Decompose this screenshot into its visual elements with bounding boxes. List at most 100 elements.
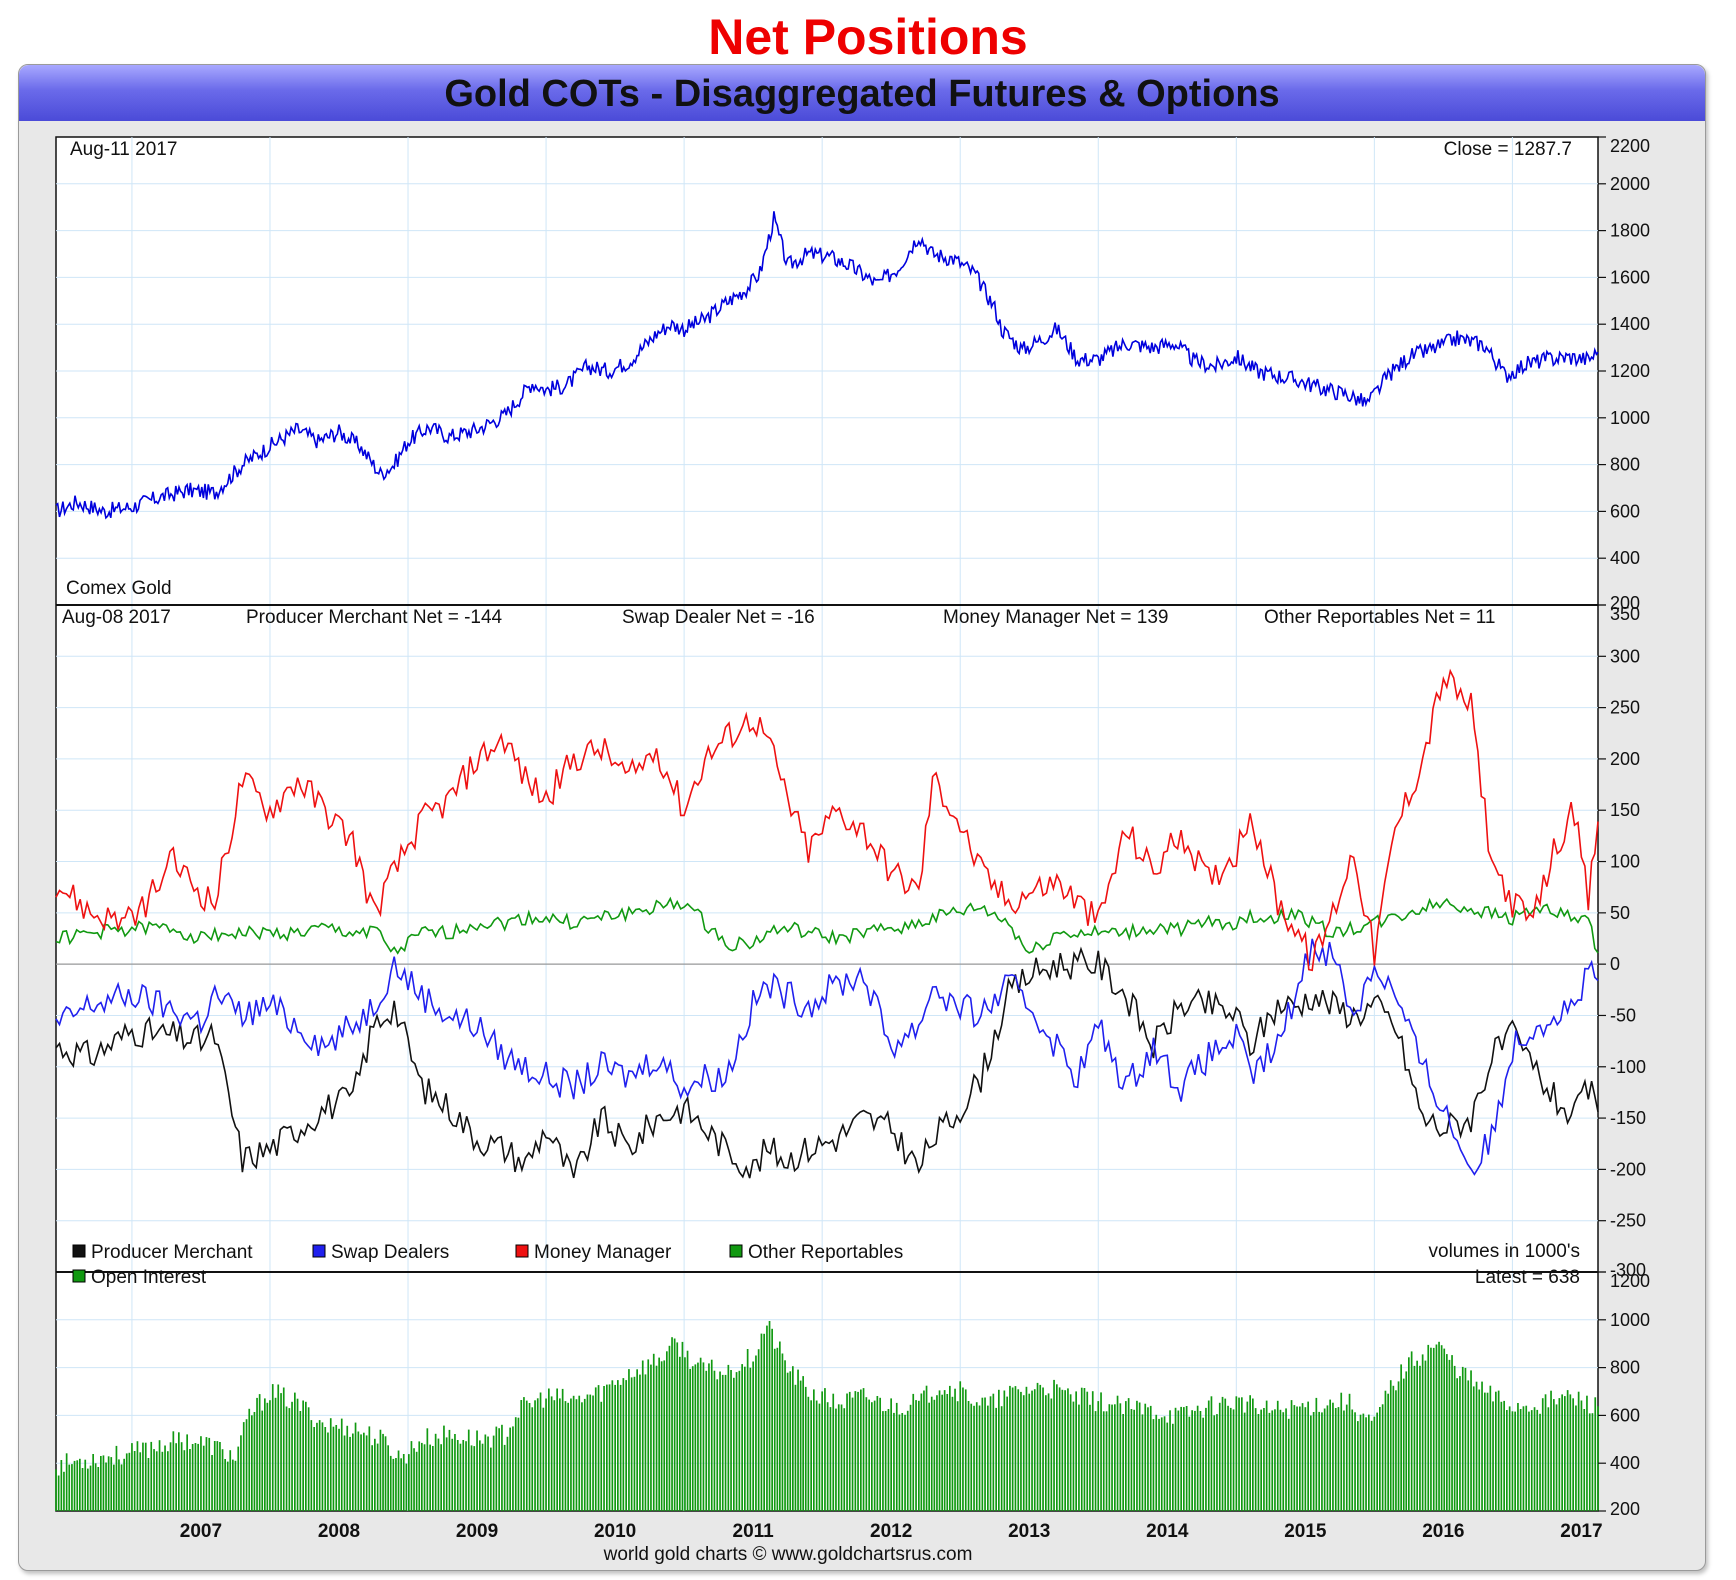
- open-interest-bar: [1583, 1409, 1586, 1511]
- open-interest-bar: [702, 1362, 705, 1511]
- legend-swatch-other-reportables: [729, 1244, 743, 1258]
- legend-swatch-producer-merchant: [72, 1244, 86, 1258]
- open-interest-bar: [1561, 1394, 1563, 1511]
- open-interest-bar: [1550, 1390, 1552, 1511]
- open-interest-bar: [589, 1394, 592, 1511]
- open-interest-bar: [1268, 1412, 1271, 1511]
- open-interest-bar: [1514, 1411, 1516, 1511]
- open-interest-bar: [1136, 1400, 1138, 1511]
- open-interest-bar: [1456, 1378, 1458, 1511]
- open-interest-bar: [1158, 1418, 1160, 1511]
- y-tick-label-price-600: 600: [1610, 501, 1640, 521]
- legend-label-money-manager: Money Manager: [534, 1242, 672, 1263]
- open-interest-bar: [1472, 1386, 1475, 1511]
- open-interest-bar: [158, 1440, 161, 1511]
- open-interest-bar: [597, 1385, 600, 1511]
- open-interest-bar: [539, 1392, 542, 1511]
- open-interest-bar: [1031, 1390, 1033, 1511]
- open-interest-bar: [1205, 1407, 1207, 1511]
- open-interest-bar: [708, 1363, 710, 1511]
- open-interest-bar: [936, 1395, 938, 1511]
- open-interest-bar: [484, 1434, 487, 1511]
- open-interest-bar: [144, 1442, 147, 1511]
- open-interest-bar: [668, 1345, 671, 1511]
- y-tick-label-oi-1200: 1200: [1610, 1271, 1650, 1291]
- open-interest-bar: [550, 1396, 553, 1511]
- open-interest-bar: [1243, 1412, 1246, 1511]
- open-interest-bar: [470, 1445, 473, 1511]
- open-interest-bar: [329, 1418, 332, 1511]
- open-interest-bar: [1539, 1413, 1541, 1511]
- open-interest-bar: [941, 1394, 943, 1511]
- y-tick-label-net-300: 300: [1610, 646, 1640, 666]
- open-interest-bar: [368, 1426, 371, 1511]
- open-interest-bar: [681, 1341, 684, 1511]
- open-interest-bar: [1020, 1391, 1022, 1511]
- open-interest-bar: [81, 1468, 84, 1511]
- open-interest-bar: [248, 1408, 251, 1511]
- open-interest-bar: [1402, 1378, 1405, 1511]
- open-interest-bar: [1555, 1404, 1558, 1511]
- open-interest-bar: [904, 1414, 906, 1511]
- open-interest-bar: [684, 1357, 686, 1511]
- open-interest-bar: [335, 1425, 338, 1511]
- open-interest-bar: [1229, 1407, 1232, 1511]
- open-interest-bar: [432, 1446, 434, 1511]
- open-interest-bar: [1329, 1399, 1331, 1511]
- open-interest-bar: [1575, 1405, 1577, 1511]
- open-interest-bar: [1446, 1354, 1448, 1511]
- open-interest-bar: [1056, 1384, 1058, 1511]
- open-interest-bar: [1160, 1417, 1163, 1511]
- legend-label-open-interest: Open Interest: [91, 1267, 207, 1288]
- open-interest-bar: [423, 1444, 426, 1511]
- open-interest-bar: [481, 1443, 484, 1511]
- y-tick-label-net-350: 350: [1610, 604, 1640, 624]
- open-interest-bar: [418, 1441, 421, 1511]
- y-tick-label-price-1200: 1200: [1610, 361, 1650, 381]
- open-interest-bar: [901, 1413, 904, 1511]
- open-interest-bar: [1467, 1380, 1470, 1511]
- open-interest-bar: [594, 1387, 597, 1511]
- open-interest-bar: [1191, 1410, 1193, 1511]
- open-interest-bar: [1254, 1408, 1257, 1511]
- open-interest-bar: [113, 1464, 115, 1511]
- x-axis: 2007 2008 2009 2010 2011 2012 2013 2014 2015 2016…: [180, 1521, 1603, 1542]
- chart-title-banner: Gold COTs - Disaggregated Futures & Opti…: [19, 65, 1705, 121]
- open-interest-bar: [967, 1401, 970, 1511]
- open-interest-bar: [397, 1450, 400, 1511]
- open-interest-bar: [445, 1437, 448, 1511]
- open-interest-bar: [189, 1449, 191, 1511]
- open-interest-bar: [954, 1388, 956, 1511]
- volume-note: volumes in 1000's: [1429, 1241, 1581, 1262]
- open-interest-bar: [216, 1441, 219, 1511]
- open-interest-bar: [213, 1441, 216, 1511]
- open-interest-bar: [1276, 1400, 1279, 1511]
- open-interest-bar: [451, 1438, 454, 1511]
- open-interest-bar: [84, 1459, 87, 1511]
- open-interest-bar: [622, 1378, 625, 1511]
- open-interest-bar: [242, 1422, 245, 1511]
- legend-label-swap-dealers: Swap Dealers: [331, 1242, 449, 1263]
- open-interest-bar: [1389, 1380, 1392, 1511]
- open-interest-bar: [671, 1337, 673, 1511]
- x-tick-label-2007: 2007: [180, 1521, 222, 1542]
- open-interest-bar: [676, 1342, 679, 1511]
- open-interest-bar: [1351, 1409, 1354, 1511]
- open-interest-bar: [1000, 1406, 1003, 1511]
- open-interest-bar: [1478, 1389, 1481, 1511]
- open-interest-bar: [735, 1372, 738, 1511]
- open-interest-bar: [1517, 1403, 1519, 1511]
- open-interest-bar: [1122, 1414, 1124, 1511]
- open-interest-bar: [553, 1400, 556, 1511]
- open-interest-bar: [625, 1380, 627, 1511]
- open-interest-bar: [815, 1400, 818, 1511]
- open-interest-bar: [1210, 1396, 1213, 1511]
- open-interest-bar: [1072, 1401, 1075, 1511]
- open-interest-bar: [757, 1349, 760, 1511]
- open-interest-bar: [1299, 1406, 1301, 1511]
- open-interest-bar: [713, 1370, 716, 1511]
- open-interest-bar: [167, 1451, 169, 1511]
- open-interest-bar: [501, 1424, 503, 1511]
- open-interest-bar: [454, 1434, 456, 1511]
- money-manager-net-label: Money Manager Net = 139: [943, 607, 1169, 628]
